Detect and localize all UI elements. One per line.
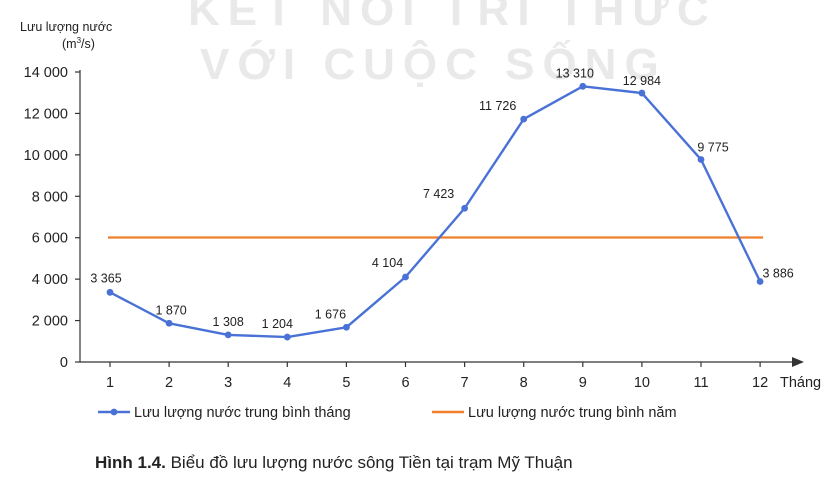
x-tick-label: 5: [342, 375, 350, 391]
y-tick-label: 14 000: [24, 65, 68, 81]
x-tick-label: 11: [693, 375, 708, 391]
x-tick-label: 10: [634, 375, 650, 391]
caption-text: Biểu đồ lưu lượng nước sông Tiền tại trạ…: [165, 453, 573, 472]
x-tick-label: 4: [283, 375, 291, 391]
monthly-point: [343, 323, 350, 331]
monthly-point: [756, 278, 764, 285]
monthly-point: [697, 156, 705, 163]
y-tick-label: 2 000: [32, 314, 68, 330]
y-tick-label: 4 000: [32, 272, 68, 288]
data-label: 1 870: [155, 303, 186, 317]
y-tick-label: 6 000: [32, 231, 68, 247]
data-label: 11 726: [479, 99, 516, 113]
x-tick-label: 1: [106, 375, 114, 391]
y-tick-label: 8 000: [32, 189, 68, 205]
monthly-point: [106, 288, 114, 296]
data-label: 7 423: [423, 187, 454, 201]
x-tick-label: 7: [461, 375, 469, 391]
x-tick-label: 8: [520, 375, 528, 391]
x-tick-label: 6: [401, 375, 409, 391]
y-unit-sup: 3: [76, 36, 82, 45]
x-tick-label: 9: [579, 375, 587, 391]
monthly-point: [402, 273, 409, 281]
monthly-point: [165, 319, 173, 327]
data-label: 3 365: [90, 271, 121, 285]
y-axis-unit: (m3/s): [62, 36, 95, 51]
data-label: 1 676: [315, 307, 346, 321]
legend-monthly-label: Lưu lượng nước trung bình tháng: [134, 405, 351, 421]
data-label: 1 308: [213, 315, 244, 329]
y-tick-label: 0: [60, 355, 68, 371]
data-label: 3 886: [762, 267, 793, 281]
monthly-point: [461, 204, 468, 212]
x-axis-label: Tháng: [780, 375, 821, 391]
data-label: 1 204: [262, 317, 293, 331]
monthly-point: [224, 331, 232, 339]
x-axis-arrow: [792, 357, 804, 367]
y-tick-label: 12 000: [24, 106, 68, 122]
monthly-point: [579, 82, 587, 90]
y-tick-label: 10 000: [24, 148, 68, 164]
figure-caption: Hình 1.4. Biểu đồ lưu lượng nước sông Ti…: [95, 453, 573, 473]
y-axis-label: Lưu lượng nước: [20, 20, 113, 34]
data-label: 9 775: [697, 141, 728, 155]
data-label: 4 104: [372, 256, 403, 270]
x-tick-label: 12: [752, 375, 768, 391]
flow-chart: 0 2 000 4 000 6 000 8 000 10 000 12 000 14 000 1…: [24, 65, 821, 421]
figure-label: Hình 1.4.: [95, 453, 166, 472]
monthly-point: [638, 89, 646, 97]
data-label: 13 310: [556, 66, 594, 80]
legend-annual-label: Lưu lượng nước trung bình năm: [468, 405, 677, 421]
x-tick-label: 3: [224, 375, 232, 391]
y-unit-prefix: (m: [62, 37, 77, 52]
y-unit-suffix: /s): [81, 37, 95, 52]
monthly-point: [520, 115, 528, 123]
monthly-point: [283, 333, 291, 341]
monthly-series-line: [109, 85, 762, 339]
data-label: 12 984: [623, 74, 661, 88]
legend-monthly-marker: [110, 408, 118, 416]
x-tick-label: 2: [165, 375, 173, 391]
